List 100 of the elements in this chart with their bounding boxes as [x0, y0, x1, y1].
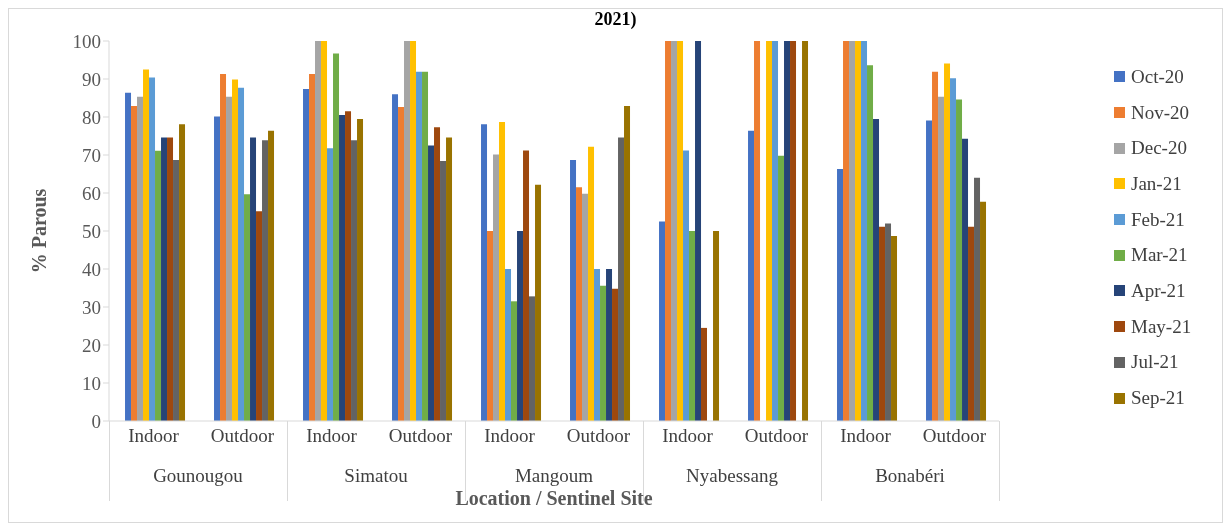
text: Bonabéri	[874, 465, 946, 487]
bar	[885, 223, 892, 421]
x-axis-title: Location / Sentinel Site	[454, 487, 654, 510]
bar	[179, 124, 186, 421]
x-tick-label: Indoor	[306, 425, 358, 447]
bar	[256, 211, 263, 421]
bar	[511, 301, 518, 421]
bar	[149, 77, 156, 421]
y-tick-label: 90	[82, 68, 101, 90]
bar	[968, 226, 975, 421]
bar	[535, 184, 542, 421]
bar	[754, 41, 761, 421]
bar	[220, 74, 227, 421]
bar	[932, 71, 939, 421]
bar	[695, 41, 702, 421]
bar	[499, 121, 506, 421]
bar	[440, 161, 447, 421]
bar	[517, 231, 524, 421]
bar	[701, 327, 708, 421]
y-tick-label: 80	[82, 106, 101, 128]
bar	[481, 124, 488, 421]
y-tick-label: 10	[82, 372, 101, 394]
bar	[505, 269, 512, 421]
bar	[143, 69, 150, 421]
y-tick-label: 20	[82, 334, 101, 356]
bar	[268, 130, 275, 421]
bar	[416, 71, 423, 421]
bar	[713, 231, 720, 421]
bar	[392, 94, 399, 421]
bar	[214, 116, 221, 421]
bar	[570, 159, 577, 421]
bar	[802, 41, 809, 421]
bar	[784, 41, 791, 421]
bar	[428, 145, 435, 421]
bar	[446, 137, 453, 421]
legend-label: Dec-20	[1131, 137, 1187, 160]
bar	[327, 148, 334, 421]
y-tick-label: 100	[72, 30, 101, 52]
bar	[529, 296, 536, 421]
bar	[980, 201, 987, 421]
y-tick-label: 50	[82, 220, 101, 242]
legend-label: Feb-21	[1131, 208, 1185, 231]
bar	[879, 226, 886, 421]
legend-label: Apr-21	[1131, 279, 1186, 302]
bar	[766, 41, 773, 421]
x-tick-label: Outdoor	[210, 425, 275, 447]
legend-label: May-21	[1131, 315, 1192, 338]
bar	[944, 63, 951, 421]
bar	[422, 71, 429, 421]
bar	[778, 155, 785, 421]
bar	[262, 140, 269, 421]
text: Nyabessang	[685, 465, 779, 487]
bar	[238, 87, 245, 421]
text: Mangoum	[513, 465, 595, 487]
x-tick-label: Indoor	[662, 425, 714, 447]
bar	[582, 193, 589, 421]
bar	[956, 99, 963, 421]
bar	[493, 154, 500, 421]
y-tick-label: 70	[82, 144, 101, 166]
bar	[351, 140, 358, 421]
bar	[624, 105, 631, 421]
bar	[131, 105, 138, 421]
bar	[606, 269, 613, 421]
bar	[588, 146, 595, 421]
bar	[398, 107, 405, 421]
legend-label: Nov-20	[1131, 101, 1190, 124]
y-tick-label: 60	[82, 182, 101, 204]
bar	[576, 187, 583, 421]
bar	[837, 169, 844, 421]
bar	[250, 137, 257, 421]
bar	[867, 65, 874, 421]
legend-label: Jul-21	[1131, 351, 1179, 374]
bar	[303, 88, 310, 421]
bar	[321, 41, 328, 421]
bar	[772, 41, 779, 421]
bar	[600, 285, 607, 421]
bar	[790, 41, 797, 421]
x-tick-label: Outdoor	[388, 425, 453, 447]
bar	[843, 41, 850, 421]
y-tick-label: 0	[91, 410, 101, 432]
text: Simatou	[343, 465, 409, 487]
bar	[612, 288, 619, 421]
text: Gounougou	[152, 465, 244, 487]
bar	[315, 41, 322, 421]
bar	[345, 111, 352, 421]
bar	[683, 150, 690, 421]
bar	[926, 120, 933, 421]
x-tick-label: Outdoor	[744, 425, 809, 447]
bar	[873, 118, 880, 421]
bar	[671, 41, 678, 421]
y-axis-title: % Parous	[27, 188, 51, 274]
bar	[523, 150, 530, 421]
bar	[861, 41, 868, 421]
bar	[167, 137, 174, 421]
bar	[849, 41, 856, 421]
bar	[974, 177, 981, 421]
bar	[962, 138, 969, 421]
bar	[748, 130, 755, 421]
bar	[677, 41, 684, 421]
bar	[161, 137, 168, 421]
